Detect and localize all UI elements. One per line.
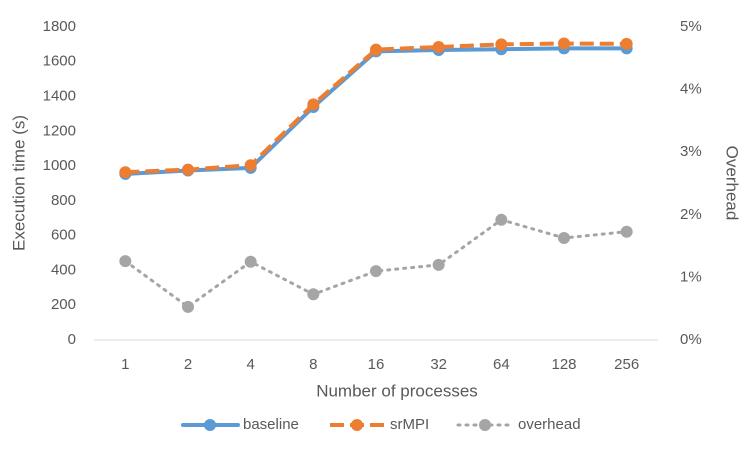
x-tick-label: 256 [614,356,639,373]
x-tick-label: 8 [309,356,317,373]
y2-tick-label: 4% [680,81,702,98]
series-line [123,218,629,309]
data-point [370,265,382,278]
x-tick-label: 128 [551,356,576,373]
y-tick-label: 1800 [43,18,76,35]
y2-tick-label: 5% [680,18,702,35]
data-point [244,159,257,172]
legend-label: overhead [518,416,581,433]
y2-tick-label: 2% [680,206,702,223]
y2-tick-label: 0% [680,331,702,348]
data-point [244,255,257,268]
x-tick-label: 1 [121,356,129,373]
data-point [495,38,508,51]
x-tick-label: 32 [430,356,447,373]
series-line [125,41,627,175]
y-axis-title: Execution time (s) [9,115,28,251]
y-tick-label: 400 [51,261,76,278]
y-tick-label: 1600 [43,53,76,70]
y-tick-label: 1200 [43,122,76,139]
series-line [123,46,629,176]
data-point [495,213,508,226]
data-point [432,258,445,271]
data-point [620,37,633,50]
y-tick-label: 1000 [43,157,76,174]
legend-label: srMPI [390,416,429,433]
x-axis-title: Number of processes [316,381,478,400]
data-point [307,98,320,111]
data-point [558,231,570,244]
data-point [307,288,320,301]
data-point [182,163,194,176]
x-tick-label: 64 [493,356,510,373]
legend-marker [204,419,216,431]
y-tick-label: 1400 [43,88,76,105]
x-tick-label: 2 [184,356,192,373]
data-point [119,255,132,268]
legend-marker [351,419,363,431]
data-point [119,166,132,179]
data-point [620,225,633,238]
legend-label: baseline [243,416,299,433]
y-tick-label: 600 [51,227,76,244]
x-tick-label: 4 [246,356,254,373]
data-point [432,40,445,53]
legend-marker [479,419,491,431]
y2-tick-label: 1% [680,268,702,285]
y-tick-label: 200 [51,296,76,313]
data-point [558,37,570,50]
y-tick-label: 0 [68,331,76,348]
y2-axis-title: Overhead [723,146,742,221]
y-tick-label: 800 [51,192,76,209]
data-point [182,300,194,313]
y2-tick-label: 3% [680,143,702,160]
data-point [370,43,382,56]
x-tick-label: 16 [368,356,385,373]
